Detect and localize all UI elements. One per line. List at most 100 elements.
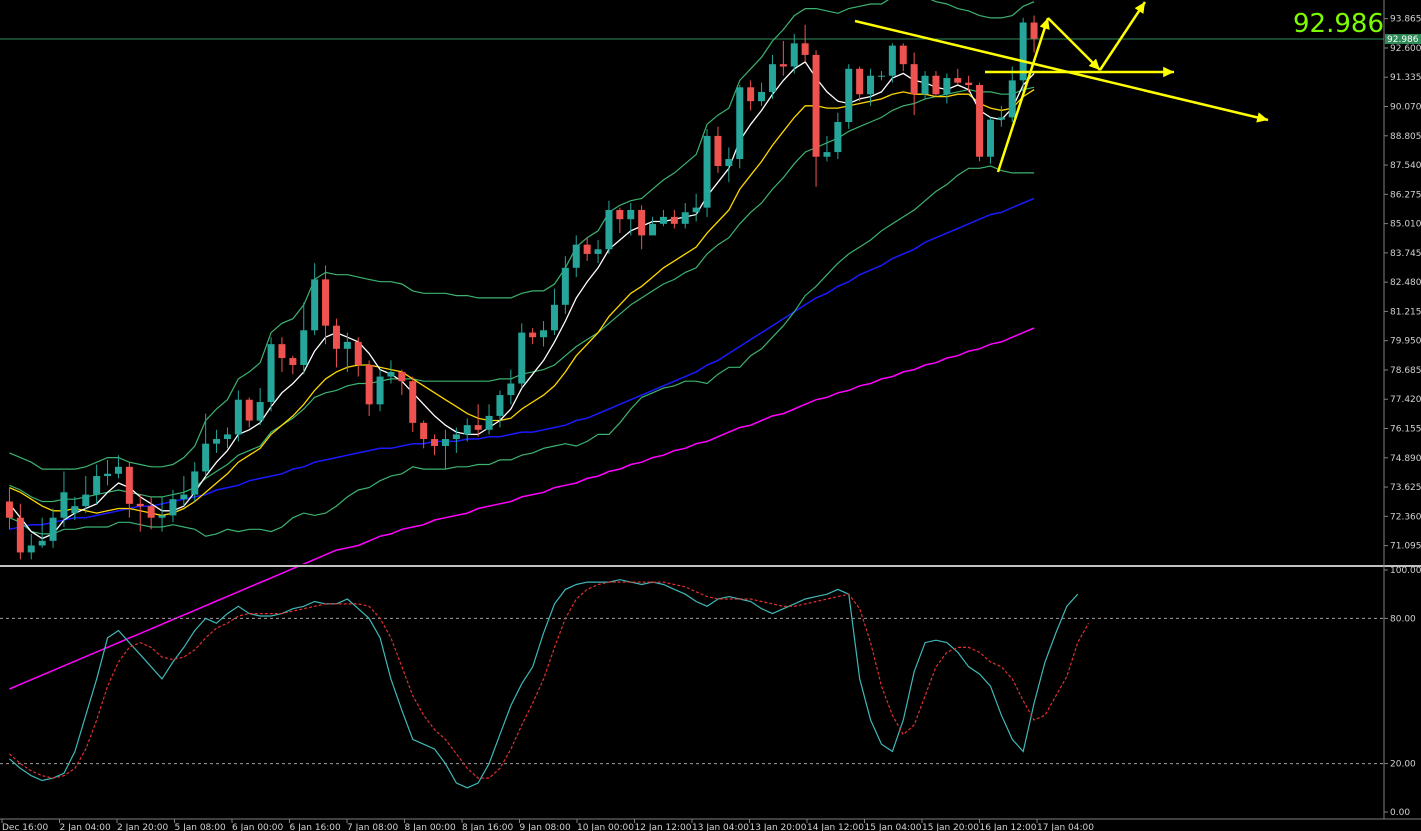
candle-body[interactable] xyxy=(376,376,384,405)
candle-body[interactable] xyxy=(507,383,515,396)
candle-body[interactable] xyxy=(49,517,57,541)
candle-body[interactable] xyxy=(82,494,90,507)
candle-body[interactable] xyxy=(692,207,700,213)
ma-yellow-line xyxy=(9,89,1035,517)
current-price-axis-tag xyxy=(1385,34,1421,45)
candle-body[interactable] xyxy=(223,434,231,440)
candle-body[interactable] xyxy=(245,399,253,421)
candle-body[interactable] xyxy=(965,82,973,85)
candle-body[interactable] xyxy=(921,75,929,95)
candle-body[interactable] xyxy=(736,87,744,160)
candle-body[interactable] xyxy=(234,399,242,435)
candle-body[interactable] xyxy=(1030,22,1038,39)
candle-body[interactable] xyxy=(5,501,13,518)
candle-body[interactable] xyxy=(856,68,864,95)
candle-body[interactable] xyxy=(365,364,373,405)
candle-body[interactable] xyxy=(474,425,482,430)
candle-body[interactable] xyxy=(714,135,722,166)
candle-body[interactable] xyxy=(976,84,984,157)
candle-body[interactable] xyxy=(518,332,526,384)
candle-body[interactable] xyxy=(278,344,286,359)
candle-body[interactable] xyxy=(910,64,918,95)
candle-body[interactable] xyxy=(16,517,24,553)
candle-body[interactable] xyxy=(398,371,406,382)
candle-body[interactable] xyxy=(125,466,133,504)
stochastic-pane[interactable] xyxy=(0,579,1384,789)
candle-body[interactable] xyxy=(703,135,711,208)
candle-body[interactable] xyxy=(114,466,122,474)
candle-body[interactable] xyxy=(452,434,460,440)
candle-body[interactable] xyxy=(616,209,624,220)
candle-body[interactable] xyxy=(147,506,155,518)
ind-signal-line xyxy=(9,581,1090,779)
candle-body[interactable] xyxy=(332,325,340,349)
candle-body[interactable] xyxy=(572,244,580,268)
candle-body[interactable] xyxy=(997,117,1005,120)
candle-body[interactable] xyxy=(93,476,101,495)
candle-body[interactable] xyxy=(27,545,35,553)
candle-body[interactable] xyxy=(845,68,853,123)
candle-body[interactable] xyxy=(60,492,68,518)
candle-body[interactable] xyxy=(867,75,875,95)
candle-body[interactable] xyxy=(191,471,199,495)
candle-body[interactable] xyxy=(485,415,493,430)
candle-body[interactable] xyxy=(605,209,613,250)
candle-body[interactable] xyxy=(441,439,449,446)
candle-body[interactable] xyxy=(877,75,885,77)
candle-body[interactable] xyxy=(104,473,112,477)
candle-body[interactable] xyxy=(943,78,951,95)
candle-body[interactable] xyxy=(267,344,275,403)
candle-body[interactable] xyxy=(899,45,907,65)
candle-body[interactable] xyxy=(169,499,177,516)
candle-body[interactable] xyxy=(954,78,962,83)
candle-body[interactable] xyxy=(670,216,678,224)
candle-body[interactable] xyxy=(71,506,79,514)
candle-body[interactable] xyxy=(354,341,362,365)
candle-body[interactable] xyxy=(550,304,558,331)
candle-body[interactable] xyxy=(529,332,537,338)
candle-body[interactable] xyxy=(289,358,297,365)
candle-body[interactable] xyxy=(180,494,188,500)
candle-body[interactable] xyxy=(561,267,569,305)
candle-body[interactable] xyxy=(300,330,308,365)
candle-body[interactable] xyxy=(409,381,417,423)
candle-body[interactable] xyxy=(758,91,766,102)
candle-body[interactable] xyxy=(681,212,689,224)
candle-body[interactable] xyxy=(311,279,319,331)
candle-body[interactable] xyxy=(986,119,994,157)
candle-body[interactable] xyxy=(649,223,657,236)
candle-body[interactable] xyxy=(627,209,635,220)
candle-body[interactable] xyxy=(387,371,395,377)
candle-body[interactable] xyxy=(823,152,831,157)
candle-body[interactable] xyxy=(158,515,166,518)
candle-body[interactable] xyxy=(583,244,591,254)
candle-body[interactable] xyxy=(1008,80,1016,118)
candle-body[interactable] xyxy=(779,64,787,67)
candle-body[interactable] xyxy=(38,540,46,546)
candle-body[interactable] xyxy=(812,54,820,157)
candle-body[interactable] xyxy=(932,75,940,95)
candle-body[interactable] xyxy=(768,64,776,92)
candle-body[interactable] xyxy=(213,439,221,444)
candle-body[interactable] xyxy=(496,395,504,416)
candle-body[interactable] xyxy=(747,87,755,102)
candle-body[interactable] xyxy=(322,279,330,326)
candle-body[interactable] xyxy=(256,402,264,421)
candle-body[interactable] xyxy=(638,209,646,236)
candle-body[interactable] xyxy=(790,43,798,67)
candle-body[interactable] xyxy=(888,45,896,76)
candle-body[interactable] xyxy=(431,439,439,446)
candle-body[interactable] xyxy=(343,341,351,349)
candle-body[interactable] xyxy=(801,43,809,55)
candle-body[interactable] xyxy=(540,330,548,338)
candle-body[interactable] xyxy=(1019,22,1027,81)
candle-body[interactable] xyxy=(463,425,471,435)
candle-body[interactable] xyxy=(725,159,733,166)
candle-body[interactable] xyxy=(420,422,428,440)
candle-body[interactable] xyxy=(202,443,210,472)
candle-body[interactable] xyxy=(136,503,144,507)
candle-body[interactable] xyxy=(834,122,842,153)
candle-body[interactable] xyxy=(594,249,602,254)
candle-body[interactable] xyxy=(659,216,667,224)
